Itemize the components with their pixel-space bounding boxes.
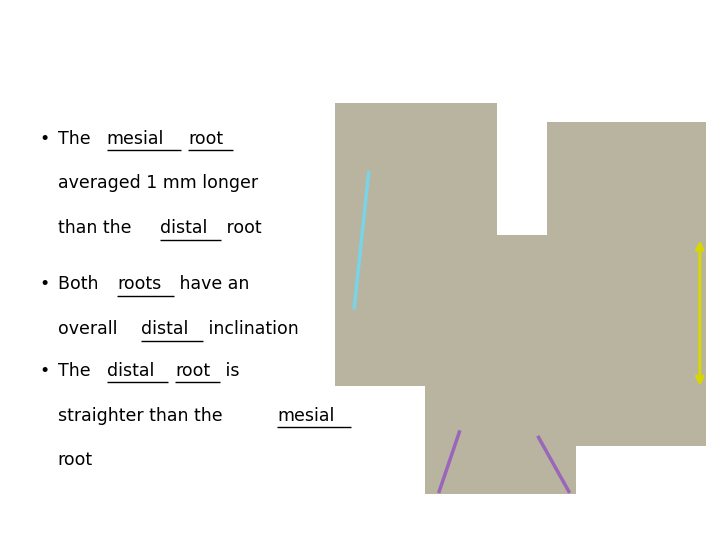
- Text: overall: overall: [58, 320, 122, 338]
- Text: straighter than the: straighter than the: [58, 407, 228, 424]
- Text: roots: roots: [117, 275, 161, 293]
- Text: •: •: [40, 275, 50, 293]
- Text: distal: distal: [107, 362, 154, 380]
- Text: distal: distal: [141, 320, 189, 338]
- Text: distal: distal: [160, 219, 207, 237]
- Bar: [335, 103, 497, 386]
- Text: have an: have an: [174, 275, 249, 293]
- Text: •: •: [40, 362, 50, 380]
- Text: mesial: mesial: [107, 130, 164, 147]
- Text: root: root: [188, 130, 223, 147]
- Text: root: root: [175, 362, 210, 380]
- Text: averaged 1 mm longer: averaged 1 mm longer: [58, 174, 258, 192]
- Text: inclination: inclination: [202, 320, 298, 338]
- Text: Both: Both: [58, 275, 104, 293]
- Text: mesial: mesial: [277, 407, 335, 424]
- Text: •: •: [40, 130, 50, 147]
- Bar: [425, 235, 576, 494]
- Text: The: The: [58, 362, 96, 380]
- Bar: [547, 122, 706, 446]
- Text: The: The: [58, 130, 96, 147]
- Text: root: root: [58, 451, 93, 469]
- Text: is: is: [220, 362, 240, 380]
- Text: than the: than the: [58, 219, 137, 237]
- Text: root: root: [220, 219, 261, 237]
